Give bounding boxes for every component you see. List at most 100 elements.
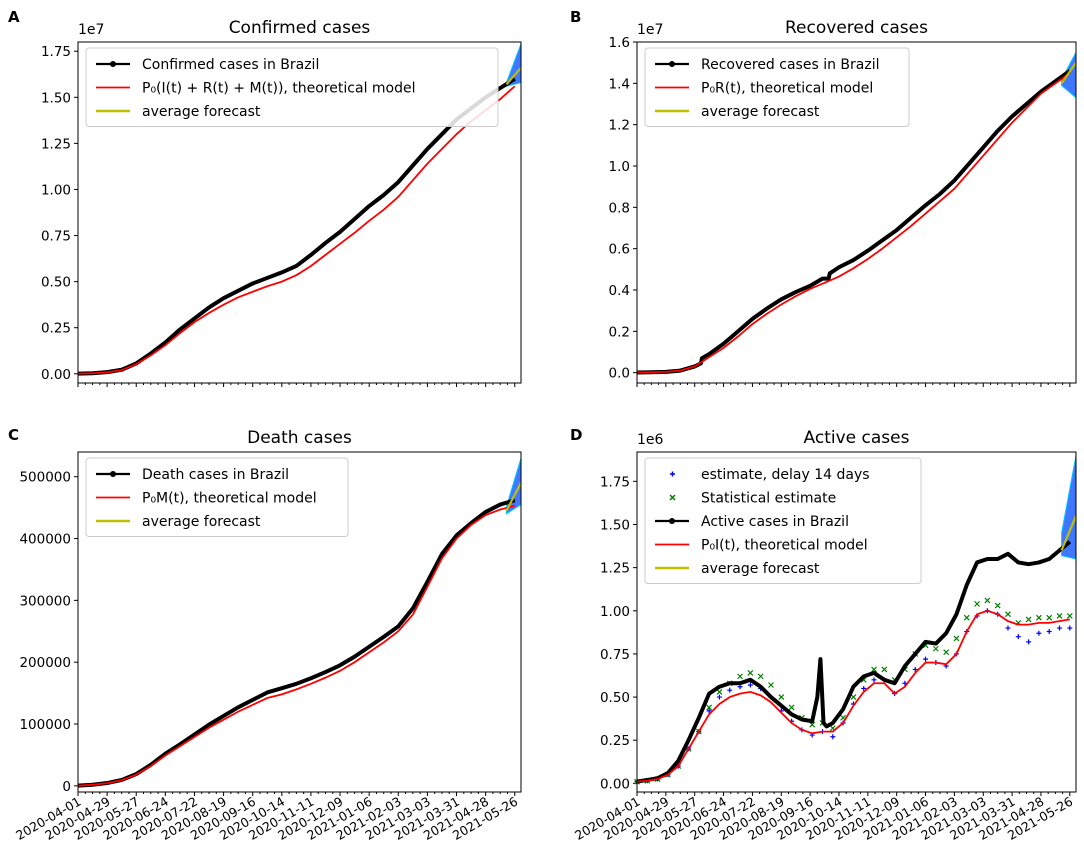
series-observed-line (77, 77, 516, 376)
data-point (1015, 634, 1021, 640)
legend-label: P₀R(t), theoretical model (701, 81, 873, 97)
y-tick-label: 1.0 (609, 159, 630, 175)
data-point (727, 687, 733, 693)
series-forecast-line (505, 67, 522, 86)
y-tick-label: 0.00 (600, 776, 630, 792)
y-tick-label: 1.75 (600, 474, 630, 490)
data-point (1067, 625, 1073, 631)
legend-label: estimate, delay 14 days (701, 467, 870, 483)
data-point (923, 656, 929, 662)
series-forecast-line (1060, 62, 1077, 84)
panel-letter: D (570, 426, 582, 444)
legend-label: average forecast (701, 561, 820, 577)
y-tick-label: 0 (62, 779, 71, 795)
y-tick-label: 1.6 (609, 35, 630, 51)
series-forecast-line (505, 482, 522, 512)
legend-label: Statistical estimate (701, 491, 836, 507)
panel-letter: B (570, 8, 581, 26)
series-observed-line (77, 498, 516, 788)
legend-label: P₀(I(t) + R(t) + M(t)), theoretical mode… (142, 81, 416, 97)
axes-frame (77, 41, 522, 384)
data-point (953, 635, 960, 642)
legend-box (644, 47, 910, 127)
legend-label: P₀I(t), theoretical model (701, 538, 868, 554)
y-tick-label: 400000 (19, 532, 71, 548)
data-point (912, 666, 918, 672)
data-point (1046, 628, 1052, 634)
y-tick-label: 0.75 (41, 229, 71, 245)
legend-marker (670, 471, 675, 477)
legend: Confirmed cases in Brazil P₀(I(t) + R(t) … (85, 47, 499, 127)
series-observed-line (636, 540, 1072, 784)
data-point (768, 682, 774, 688)
legend-label: Death cases in Brazil (142, 467, 289, 483)
chart-title: Recovered cases (785, 18, 928, 38)
data-point (778, 694, 785, 701)
legend-box (85, 457, 349, 537)
legend-marker (110, 61, 116, 67)
legend: estimate, delay 14 days Statistical estim… (644, 457, 922, 584)
data-point (747, 682, 753, 688)
y-tick-label: 1.2 (609, 118, 630, 134)
legend-label: Recovered cases in Brazil (701, 57, 879, 73)
data-point (788, 704, 795, 711)
y-tick-label: 1.4 (609, 76, 630, 92)
legend-label: average forecast (142, 104, 261, 120)
y-tick-label: 500000 (19, 470, 71, 486)
series-model-line (636, 609, 1070, 783)
data-point (1036, 630, 1042, 636)
legend: Recovered cases in Brazil P₀R(t), theoret… (644, 47, 910, 127)
legend-marker (110, 471, 116, 477)
y-tick-label: 0.8 (609, 200, 630, 216)
data-point (1026, 639, 1032, 645)
y-tick-label: 0.4 (609, 283, 630, 299)
legend-label: average forecast (701, 104, 820, 120)
axis-scale-label: 1e7 (78, 22, 104, 38)
data-point (757, 673, 764, 680)
axes-frame (77, 451, 522, 793)
panel-letter: A (8, 8, 20, 26)
axes-frame (636, 41, 1077, 384)
legend-box (644, 457, 922, 584)
y-tick-label: 0.50 (41, 275, 71, 291)
axes-frame (636, 451, 1077, 793)
y-tick-label: 300000 (19, 593, 71, 609)
series-forecast-line (1060, 515, 1078, 551)
legend-marker (669, 518, 675, 524)
panel-c: C Death cases 0 100000 200000 300000 400000 500… (8, 426, 522, 843)
y-tick-label: 100000 (19, 717, 71, 733)
series-delay14 (634, 608, 1073, 785)
data-point (861, 685, 867, 691)
panel-b: B Recovered cases 1e7 0.0 0.2 0.4 0.6 0.8 1.0 1.2… (570, 8, 1077, 387)
data-point (943, 649, 950, 656)
series-model-line (77, 504, 515, 787)
data-point (706, 708, 712, 714)
data-point (974, 600, 980, 607)
data-point (1025, 616, 1032, 623)
y-tick-label: 0.50 (600, 690, 630, 706)
legend-label: average forecast (142, 514, 261, 530)
data-point (850, 694, 857, 701)
y-tick-label: 0.2 (609, 324, 630, 340)
y-tick-label: 0.0 (609, 366, 630, 382)
y-tick-label: 1.50 (600, 517, 630, 533)
axis-scale-label: 1e7 (637, 22, 663, 38)
data-point (716, 694, 722, 700)
data-point (1057, 625, 1063, 631)
data-point (1046, 614, 1053, 621)
y-tick-label: 1.00 (41, 182, 71, 198)
chart-title: Death cases (247, 428, 352, 448)
series-model-line (77, 85, 516, 375)
data-point (1035, 614, 1042, 621)
y-tick-label: 0.00 (41, 367, 71, 383)
y-tick-label: 200000 (19, 655, 71, 671)
data-point (1066, 613, 1073, 619)
series-observed-line (636, 69, 1071, 375)
y-tick-label: 0.25 (600, 733, 630, 749)
data-point (747, 669, 754, 676)
legend-label: Confirmed cases in Brazil (142, 57, 319, 73)
data-point (984, 597, 991, 604)
series-model-line (636, 72, 1071, 374)
legend-label: P₀M(t), theoretical model (142, 491, 317, 507)
